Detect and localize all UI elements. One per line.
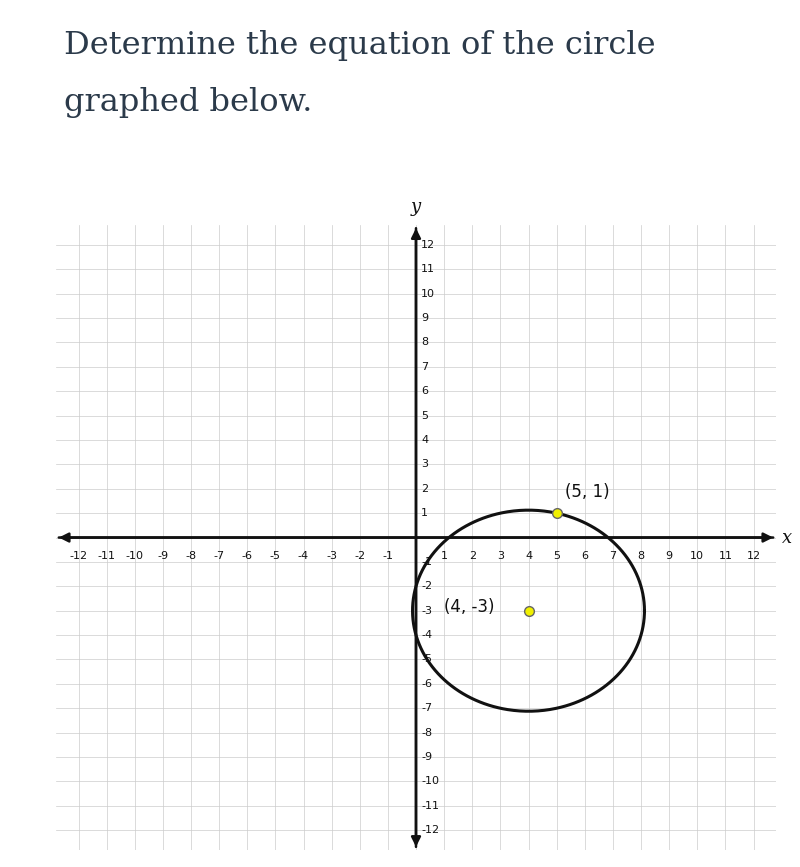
Text: 8: 8 bbox=[421, 337, 428, 348]
Text: 3: 3 bbox=[421, 460, 428, 469]
Text: 12: 12 bbox=[421, 240, 435, 250]
Text: (5, 1): (5, 1) bbox=[565, 483, 610, 501]
Text: 4: 4 bbox=[421, 435, 428, 445]
Text: 5: 5 bbox=[553, 551, 560, 561]
Text: 8: 8 bbox=[638, 551, 645, 561]
Text: -9: -9 bbox=[421, 752, 432, 762]
Text: 9: 9 bbox=[666, 551, 673, 561]
Text: -7: -7 bbox=[214, 551, 225, 561]
Text: -1: -1 bbox=[382, 551, 394, 561]
Text: 3: 3 bbox=[497, 551, 504, 561]
Text: -12: -12 bbox=[70, 551, 87, 561]
Text: -4: -4 bbox=[298, 551, 309, 561]
Text: 10: 10 bbox=[421, 289, 435, 299]
Text: -2: -2 bbox=[421, 581, 432, 591]
Text: -7: -7 bbox=[421, 703, 432, 714]
Text: x: x bbox=[782, 529, 792, 546]
Text: 9: 9 bbox=[421, 313, 428, 323]
Text: -5: -5 bbox=[421, 655, 432, 664]
Text: -11: -11 bbox=[98, 551, 116, 561]
Text: 11: 11 bbox=[718, 551, 732, 561]
Text: -9: -9 bbox=[158, 551, 169, 561]
Text: 5: 5 bbox=[421, 411, 428, 420]
Text: y: y bbox=[411, 198, 421, 216]
Text: 1: 1 bbox=[421, 508, 428, 518]
Text: 7: 7 bbox=[610, 551, 617, 561]
Text: -6: -6 bbox=[242, 551, 253, 561]
Text: 7: 7 bbox=[421, 362, 428, 372]
Text: -5: -5 bbox=[270, 551, 281, 561]
Text: -6: -6 bbox=[421, 679, 432, 689]
Text: -8: -8 bbox=[186, 551, 197, 561]
Text: 4: 4 bbox=[525, 551, 532, 561]
Text: -2: -2 bbox=[354, 551, 366, 561]
Text: 2: 2 bbox=[421, 484, 428, 494]
Text: -8: -8 bbox=[421, 727, 432, 738]
Text: 1: 1 bbox=[441, 551, 448, 561]
Text: graphed below.: graphed below. bbox=[64, 87, 312, 118]
Text: -3: -3 bbox=[421, 606, 432, 616]
Text: 10: 10 bbox=[690, 551, 704, 561]
Text: -12: -12 bbox=[421, 825, 439, 835]
Text: 12: 12 bbox=[746, 551, 761, 561]
Text: -10: -10 bbox=[421, 776, 439, 786]
Text: -1: -1 bbox=[421, 557, 432, 567]
Text: 11: 11 bbox=[421, 264, 435, 274]
Text: 6: 6 bbox=[421, 386, 428, 396]
Text: 6: 6 bbox=[582, 551, 588, 561]
Text: -10: -10 bbox=[126, 551, 144, 561]
Text: Determine the equation of the circle: Determine the equation of the circle bbox=[64, 30, 656, 62]
Text: -4: -4 bbox=[421, 630, 432, 640]
Text: -11: -11 bbox=[421, 801, 439, 811]
Text: 2: 2 bbox=[469, 551, 476, 561]
Text: (4, -3): (4, -3) bbox=[444, 598, 494, 616]
Text: -3: -3 bbox=[326, 551, 337, 561]
